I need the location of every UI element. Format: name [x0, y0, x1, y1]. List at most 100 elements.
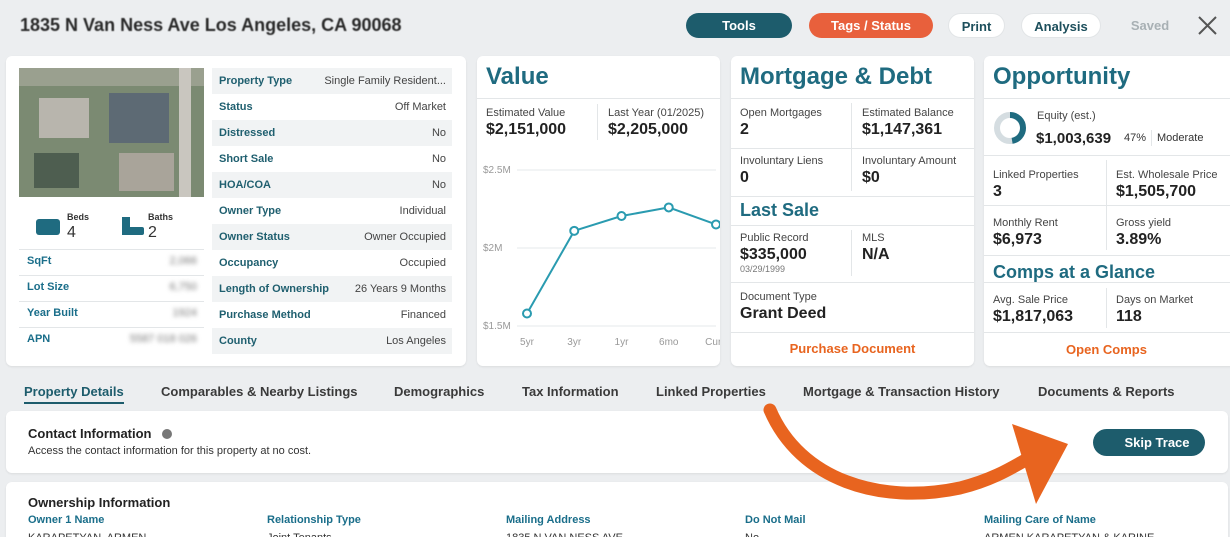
field-label: Monthly Rent — [993, 217, 1058, 229]
detail-label: Length of Ownership — [219, 283, 329, 295]
value-point — [663, 202, 674, 213]
detail-label: Short Sale — [219, 153, 274, 165]
section-title: Contact Information — [28, 426, 152, 441]
divider — [1151, 130, 1152, 146]
field-label: Involuntary Amount — [862, 155, 957, 167]
divider — [731, 148, 974, 149]
field-label: Linked Properties — [993, 169, 1079, 181]
header-button[interactable]: Tools — [686, 13, 792, 38]
field-value: ARMEN KARAPETYAN & KARINE — [984, 532, 1154, 537]
divider — [984, 332, 1230, 333]
fact-value: 5587 018 026 — [129, 333, 197, 345]
field-value: $0 — [862, 169, 880, 186]
tab[interactable]: Comparables & Nearby Listings — [161, 384, 358, 399]
field-label: Open Mortgages — [740, 107, 822, 119]
divider — [984, 282, 1230, 283]
field-value: $2,205,000 — [608, 121, 689, 138]
card-title: Opportunity — [993, 63, 1131, 90]
detail-row — [212, 224, 452, 250]
detail-row — [212, 302, 452, 328]
field-value: $1,505,700 — [1116, 183, 1197, 200]
x-tick-label: 6mo — [659, 337, 679, 348]
header-button[interactable]: Tags / Status — [809, 13, 933, 38]
card-title: Mortgage & Debt — [740, 63, 932, 90]
detail-row — [212, 94, 452, 120]
detail-row — [212, 172, 452, 198]
field-label: Gross yield — [1116, 217, 1172, 229]
divider — [851, 103, 852, 191]
value-point — [711, 219, 720, 230]
card-link[interactable]: Purchase Document — [789, 341, 916, 356]
field-label: Mailing Care of Name — [984, 514, 1096, 526]
detail-row — [212, 276, 452, 302]
opportunity-card — [984, 56, 1230, 366]
detail-row — [212, 68, 452, 94]
info-icon — [162, 429, 172, 439]
mortgage-card — [731, 56, 974, 366]
field-label: Document Type — [740, 291, 817, 303]
beds-label: Beds — [67, 212, 90, 222]
fact-label: Lot Size — [27, 281, 70, 293]
field-label: Days on Market — [1116, 294, 1194, 306]
fact-value: 2,066 — [169, 255, 197, 267]
field-value: 3 — [993, 183, 1002, 200]
tab[interactable]: Mortgage & Transaction History — [803, 384, 1000, 399]
header-button[interactable]: Analysis — [1021, 13, 1101, 38]
tab[interactable]: Tax Information — [522, 384, 619, 399]
fact-value: 6,750 — [169, 281, 197, 293]
detail-value: Financed — [400, 309, 446, 321]
property-photo — [19, 68, 204, 197]
address: 1835 N Van Ness Ave Los Angeles, CA 9006… — [20, 15, 402, 35]
ownership-panel — [6, 482, 1228, 537]
field-value: 0 — [740, 169, 749, 186]
field-label: Est. Wholesale Price — [1116, 169, 1218, 181]
equity-arc — [994, 112, 1026, 144]
divider — [984, 98, 1230, 99]
value-line — [526, 206, 717, 315]
field-label: Mailing Address — [506, 514, 591, 526]
card-link[interactable]: Open Comps — [1066, 342, 1147, 357]
field-value: $1,817,063 — [993, 308, 1074, 325]
divider — [731, 98, 974, 99]
divider — [851, 230, 852, 276]
field-label: Last Year (01/2025) — [608, 107, 705, 119]
detail-label: Property Type — [219, 75, 293, 87]
baths-value: 2 — [148, 224, 157, 241]
field-value: No — [745, 532, 759, 537]
divider — [1106, 288, 1107, 328]
detail-value: Single Family Resident... — [324, 75, 446, 87]
field-value: $6,973 — [993, 231, 1042, 248]
divider — [19, 301, 204, 302]
field-label: Avg. Sale Price — [993, 294, 1069, 306]
detail-value: Owner Occupied — [364, 231, 446, 243]
field-value: $2,151,000 — [486, 121, 567, 138]
divider — [477, 98, 720, 99]
header-button[interactable]: Saved — [1130, 18, 1170, 33]
x-tick-label: 1yr — [615, 337, 630, 348]
field-value: N/A — [862, 246, 890, 263]
divider — [731, 332, 974, 333]
tab[interactable]: Linked Properties — [656, 384, 766, 399]
field-label: Estimated Balance — [862, 107, 954, 119]
sale-date: 03/29/1999 — [740, 264, 786, 274]
action-button[interactable]: Skip Trace — [1093, 429, 1205, 456]
tab[interactable]: Demographics — [394, 384, 485, 399]
tab[interactable]: Property Details — [24, 384, 124, 404]
detail-value: No — [431, 153, 446, 165]
detail-label: County — [219, 335, 257, 347]
section-title: Comps at a Glance — [993, 262, 1156, 282]
detail-row — [212, 250, 452, 276]
header-button[interactable]: Print — [948, 13, 1005, 38]
value-point — [569, 225, 580, 236]
detail-label: Status — [219, 101, 253, 113]
field-value: $335,000 — [740, 246, 807, 263]
divider — [984, 255, 1230, 256]
detail-row — [212, 198, 452, 224]
detail-label: Purchase Method — [219, 309, 311, 321]
y-tick-label: $1.5M — [483, 321, 511, 332]
fact-value: 1924 — [172, 307, 197, 319]
detail-value: Off Market — [394, 101, 446, 113]
tab[interactable]: Documents & Reports — [1038, 384, 1175, 399]
field-value: Grant Deed — [740, 305, 827, 322]
